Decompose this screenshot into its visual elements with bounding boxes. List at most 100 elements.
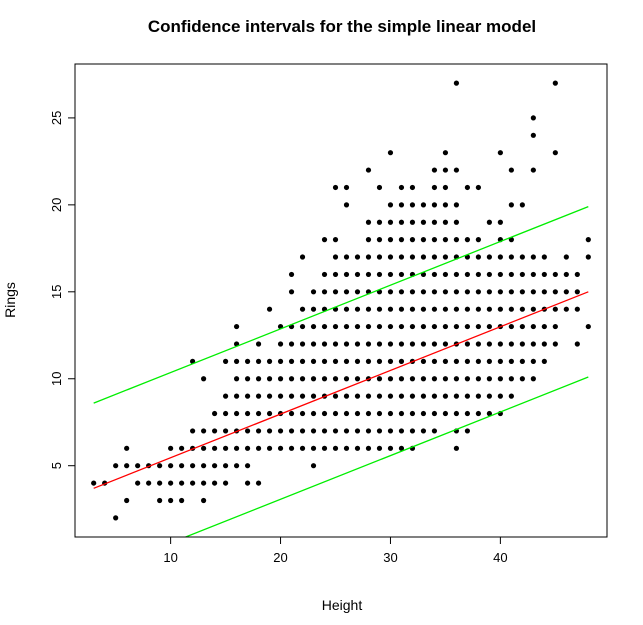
data-point (530, 376, 536, 382)
data-point (201, 376, 207, 382)
plot-frame (74, 63, 608, 538)
data-point (431, 393, 438, 399)
data-point (310, 323, 317, 330)
data-point (255, 341, 262, 347)
data-point (497, 219, 503, 225)
data-point (190, 463, 196, 469)
data-point (343, 306, 350, 312)
data-point (486, 376, 492, 382)
data-point (266, 445, 273, 451)
data-point (431, 376, 438, 382)
data-point (190, 428, 196, 434)
data-point (233, 376, 240, 382)
data-point (124, 463, 130, 469)
x-tick-label: 10 (163, 550, 177, 565)
data-point (354, 445, 361, 451)
data-point (453, 445, 460, 451)
data-point (332, 323, 339, 330)
data-point (431, 237, 438, 243)
x-tick-label: 20 (273, 550, 287, 565)
data-point (387, 410, 394, 417)
data-point (354, 358, 361, 364)
data-point (541, 271, 547, 278)
data-point (376, 393, 383, 399)
data-point (442, 376, 449, 382)
data-point (431, 428, 438, 434)
data-point (530, 323, 536, 330)
data-point (387, 150, 394, 156)
data-point (233, 393, 240, 399)
data-point (398, 376, 405, 382)
data-point (266, 306, 273, 312)
data-point (244, 376, 251, 382)
data-point (475, 271, 481, 278)
data-point (222, 480, 229, 486)
data-point (387, 219, 394, 225)
data-point (585, 323, 591, 330)
data-point (585, 237, 591, 243)
data-point (442, 271, 449, 278)
data-point (343, 341, 350, 347)
data-point (387, 323, 394, 330)
data-point (530, 358, 536, 364)
data-point (519, 254, 525, 260)
data-point (310, 341, 317, 347)
data-point (475, 237, 481, 243)
data-point (299, 358, 306, 364)
data-point (552, 271, 558, 278)
data-point (409, 219, 416, 225)
data-point (310, 463, 317, 469)
data-point (266, 358, 273, 364)
data-point (464, 271, 471, 278)
data-point (431, 219, 438, 225)
data-point (135, 480, 141, 486)
data-point (233, 358, 240, 364)
data-point (387, 358, 394, 364)
interval-lines (93, 205, 589, 537)
data-point (442, 184, 449, 191)
data-point (398, 271, 405, 278)
data-point (201, 480, 207, 486)
data-point (354, 323, 361, 330)
data-point (168, 463, 174, 469)
data-point (409, 428, 416, 434)
data-point (475, 358, 481, 364)
data-point (519, 306, 525, 312)
data-point (376, 341, 383, 347)
data-point (442, 306, 449, 312)
data-point (409, 237, 416, 243)
data-point (508, 254, 514, 260)
data-point (453, 237, 460, 243)
data-point (387, 254, 394, 260)
data-point (244, 358, 251, 364)
data-point (222, 445, 229, 451)
data-point (168, 480, 174, 486)
data-point (376, 271, 383, 278)
data-point (563, 271, 569, 278)
y-tick-label: 10 (49, 372, 64, 386)
x-tick-label: 30 (383, 550, 397, 565)
data-point (420, 428, 427, 434)
data-point (519, 376, 525, 382)
data-point (288, 445, 295, 451)
data-point (453, 271, 460, 278)
data-point (431, 358, 438, 364)
data-point (398, 306, 405, 312)
data-point (288, 410, 295, 417)
x-tick-label: 40 (493, 550, 507, 565)
chart-title: Confidence intervals for the simple line… (148, 17, 536, 36)
data-point (508, 358, 514, 364)
data-point (288, 358, 295, 364)
data-point (574, 306, 580, 312)
data-point (442, 358, 449, 364)
data-point (343, 271, 350, 278)
data-point (431, 271, 438, 278)
data-point (398, 254, 405, 260)
data-point (442, 202, 449, 208)
data-point (442, 393, 449, 399)
data-point (233, 410, 240, 417)
data-point (321, 237, 328, 243)
data-point (244, 428, 251, 434)
data-point (365, 410, 372, 417)
data-point (574, 289, 580, 295)
